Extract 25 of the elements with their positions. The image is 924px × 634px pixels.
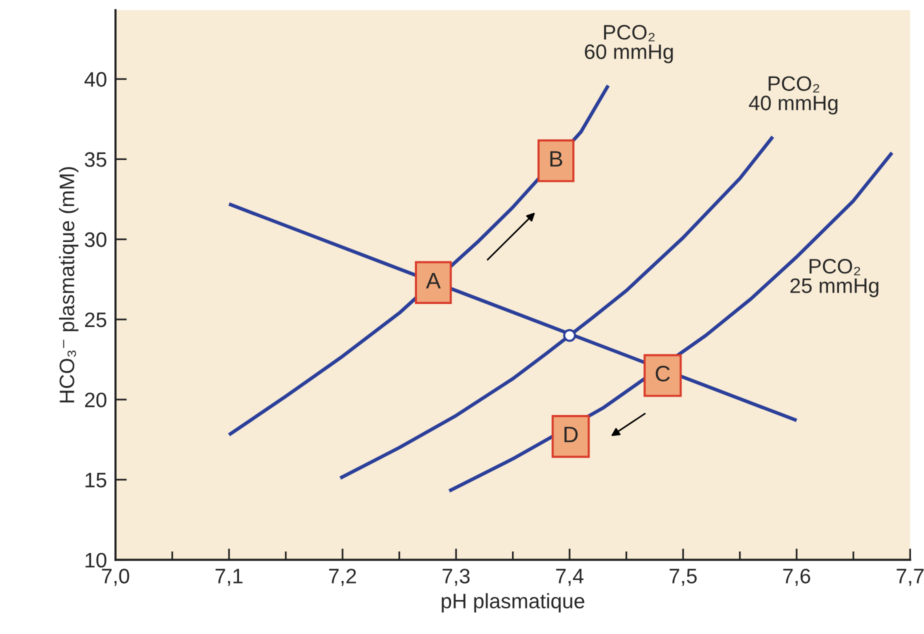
y-tick-label: 10 [86, 552, 106, 568]
x-tick-label: 7,6 [783, 568, 810, 586]
y-tick-label: 15 [86, 472, 106, 488]
annotation: B [550, 151, 562, 167]
x-tick-label: 7,4 [556, 568, 584, 586]
x-tick-label: 7,5 [670, 568, 697, 586]
y-tick-label: 20 [85, 392, 106, 408]
annotation: D [564, 426, 578, 442]
series-label: PCO₂ 60 mmHg [584, 24, 673, 64]
series-label: PCO₂ 40 mmHg [748, 76, 838, 114]
x-tick-label: 7,2 [329, 568, 356, 586]
x-tick-label: 7,7 [896, 568, 924, 586]
x-tick-label: 7,3 [442, 568, 470, 586]
line-series [338, 135, 775, 480]
x-tick-label: 7,1 [216, 568, 242, 586]
series-label: PCO₂ 25 mmHg [790, 258, 878, 298]
x-tick-label: 7,0 [102, 568, 130, 586]
y-tick-label: 25 [85, 312, 106, 328]
x-axis-title: pH plasmatique [442, 593, 584, 613]
y-tick-label: 35 [84, 152, 106, 167]
y-tick-label: 40 [84, 72, 106, 87]
y-axis-title: HCO₃⁻ plasmatique (mM) [59, 167, 78, 402]
annotation: C [656, 366, 670, 382]
annotation: A [426, 273, 441, 288]
y-tick-label: 30 [84, 232, 106, 248]
